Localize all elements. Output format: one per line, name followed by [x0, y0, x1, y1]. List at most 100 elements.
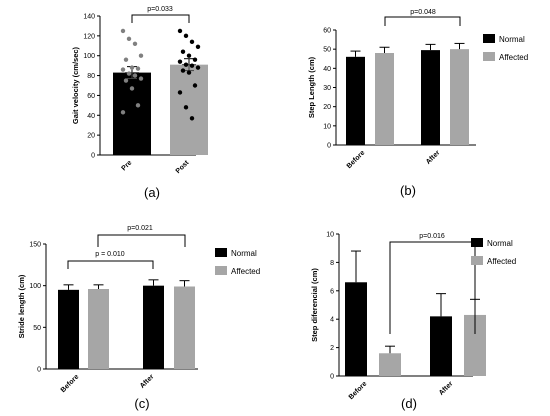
- legend-label: Affected: [231, 267, 260, 276]
- p-value-label: p=0.048: [410, 9, 436, 16]
- data-point: [195, 44, 201, 49]
- y-axis-label: Stride length (cm): [17, 274, 26, 338]
- y-tick-label: 20: [323, 104, 331, 111]
- bar: [113, 72, 151, 155]
- data-point: [183, 105, 189, 110]
- chart-panel-2: 0 10 20 30 40 50 60 Step Length (cm) Before After…: [307, 9, 528, 198]
- data-point: [126, 36, 132, 42]
- panel-label: (a): [144, 185, 160, 200]
- data-point: [189, 116, 195, 121]
- y-tick-label: 8: [330, 260, 334, 267]
- y-tick-label: 0: [330, 374, 334, 381]
- legend-swatch: [215, 266, 227, 275]
- data-point: [120, 67, 126, 72]
- x-tick-label: Post: [175, 159, 191, 175]
- data-point: [138, 53, 144, 58]
- legend-label: Normal: [487, 239, 513, 248]
- data-point: [195, 65, 201, 70]
- data-point: [183, 62, 189, 67]
- chart-panel-1: 0 20 40 60 80 100 120 140 Gait velocity (cm/sec)…: [71, 6, 208, 200]
- data-point: [129, 65, 135, 70]
- y-tick-label: 4: [330, 317, 334, 324]
- y-tick-label: 150: [29, 242, 41, 249]
- data-point: [183, 33, 189, 39]
- data-point: [192, 83, 198, 88]
- data-point: [135, 66, 141, 71]
- bar: [430, 316, 452, 376]
- bar: [88, 289, 109, 369]
- data-point: [120, 28, 126, 34]
- legend-swatch: [215, 248, 227, 257]
- y-tick-label: 100: [83, 53, 95, 60]
- bar: [450, 49, 469, 145]
- bar: [345, 282, 367, 376]
- data-point: [180, 49, 186, 54]
- bar: [464, 314, 486, 376]
- x-tick-label: Before: [348, 380, 369, 401]
- x-tick-label: Before: [60, 373, 81, 394]
- y-tick-label: 0: [37, 367, 41, 374]
- significance-bracket: [389, 241, 476, 334]
- data-point: [192, 57, 198, 62]
- bar: [346, 56, 365, 146]
- y-tick-label: 60: [323, 28, 331, 35]
- x-tick-label: Pre: [120, 159, 133, 172]
- p-value-label: p = 0.010: [95, 251, 124, 258]
- x-tick-label: After: [425, 149, 442, 166]
- significance-bracket: [131, 14, 190, 23]
- chart-panel-3: 0 50 100 150 Stride length (cm) Before After p …: [17, 225, 260, 411]
- data-point: [138, 76, 144, 81]
- y-tick-label: 10: [323, 123, 331, 130]
- y-axis-label: Step Length (cm): [307, 56, 316, 118]
- bar: [143, 285, 164, 369]
- data-point: [177, 90, 183, 95]
- legend-swatch: [471, 238, 483, 247]
- panel-label: (d): [401, 396, 417, 411]
- legend-swatch: [471, 256, 483, 265]
- significance-bracket: [384, 16, 461, 26]
- data-point: [135, 103, 141, 108]
- data-point: [180, 68, 186, 73]
- x-tick-label: Before: [346, 149, 367, 170]
- chart-panel-4: 0 2 4 6 8 10 Step diferencial (cm) Before After p…: [310, 232, 516, 412]
- data-point: [132, 73, 138, 78]
- bar: [58, 289, 79, 369]
- y-tick-label: 6: [330, 288, 334, 295]
- y-tick-label: 30: [323, 85, 331, 92]
- y-tick-label: 50: [33, 325, 41, 332]
- y-tick-label: 40: [87, 113, 95, 120]
- data-point: [177, 28, 183, 34]
- panel-label: (b): [400, 183, 416, 198]
- legend-swatch: [483, 52, 495, 61]
- legend-label: Affected: [487, 257, 516, 266]
- y-tick-label: 40: [323, 66, 331, 73]
- legend-label: Normal: [499, 35, 525, 44]
- y-tick-label: 50: [323, 47, 331, 54]
- data-point: [186, 70, 192, 75]
- significance-bracket: [97, 234, 186, 247]
- data-point: [132, 41, 138, 46]
- data-point: [189, 39, 195, 45]
- y-tick-label: 0: [91, 153, 95, 160]
- data-point: [126, 71, 132, 76]
- y-tick-label: 20: [87, 133, 95, 140]
- legend-label: Normal: [231, 249, 257, 258]
- y-tick-label: 100: [29, 283, 41, 290]
- significance-bracket: [67, 260, 154, 269]
- data-point: [120, 110, 126, 115]
- y-tick-label: 2: [330, 345, 334, 352]
- y-tick-label: 120: [83, 33, 95, 40]
- y-tick-label: 140: [83, 14, 95, 21]
- p-value-label: p=0.021: [127, 225, 153, 232]
- y-tick-label: 80: [87, 73, 95, 80]
- legend-label: Affected: [499, 53, 528, 62]
- p-value-label: p=0.033: [147, 6, 173, 13]
- y-tick-label: 10: [326, 232, 334, 239]
- data-point: [123, 78, 129, 83]
- bar: [379, 353, 401, 376]
- x-tick-label: After: [438, 380, 455, 397]
- bar: [170, 64, 208, 155]
- data-point: [129, 86, 135, 91]
- p-value-label: p=0.016: [419, 233, 445, 240]
